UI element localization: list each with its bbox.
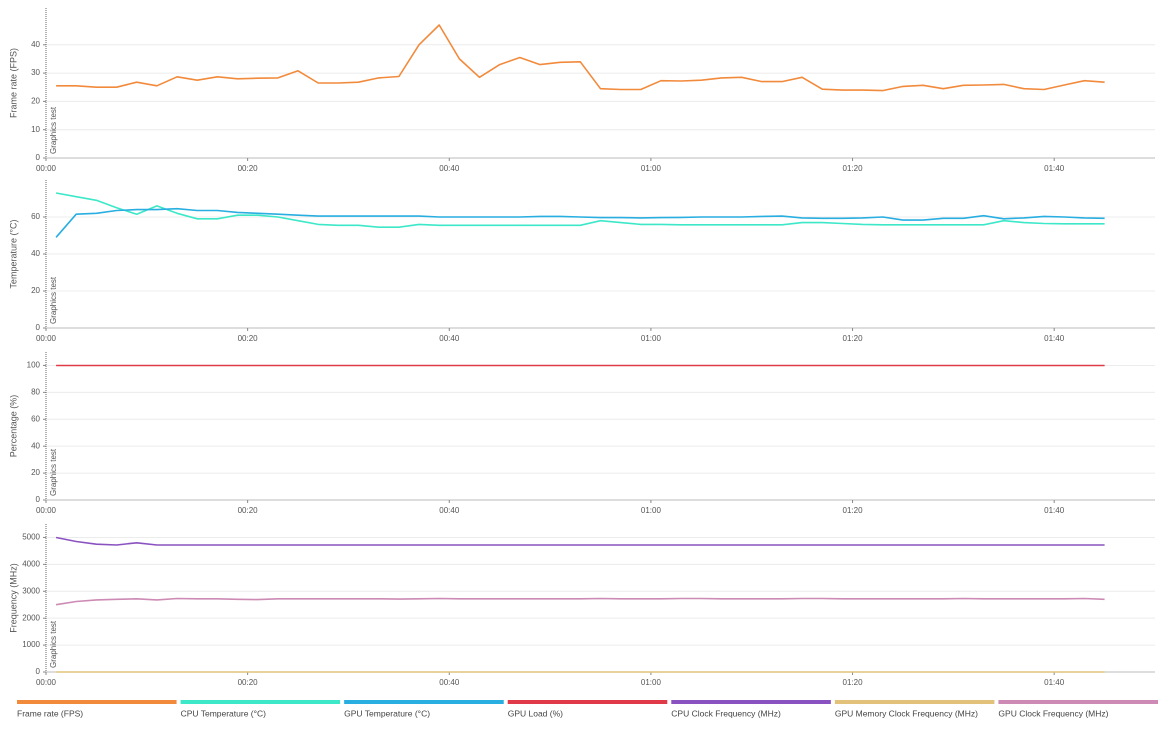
legend-item: GPU Clock Frequency (MHz) [998, 700, 1158, 718]
x-tick-label: 00:00 [36, 678, 57, 687]
x-tick-label: 00:20 [238, 506, 259, 515]
y-tick-label: 60 [31, 212, 40, 221]
x-tick-label: 00:40 [439, 678, 460, 687]
legend-label: CPU Temperature (°C) [181, 708, 267, 718]
legend-item: GPU Memory Clock Frequency (MHz) [834, 700, 995, 718]
y-tick-label: 10 [31, 125, 40, 134]
x-tick-label: 01:00 [641, 678, 662, 687]
legend-label: Frame rate (FPS) [17, 708, 83, 718]
panel: 0 1000 2000 3000 4000 5000 00:00 00:20 00:40 01:0… [8, 524, 1155, 687]
y-tick-label: 20 [31, 468, 40, 477]
y-tick-label: 3000 [22, 586, 40, 595]
x-tick-label: 01:40 [1044, 506, 1065, 515]
legend-swatch [834, 700, 995, 704]
y-tick-label: 100 [27, 361, 41, 370]
legend-item: GPU Load (%) [507, 700, 668, 718]
legend-label: GPU Temperature (°C) [344, 708, 430, 718]
x-tick-label: 01:40 [1044, 334, 1065, 343]
y-tick-label: 20 [31, 97, 40, 106]
x-tick-label: 01:20 [843, 678, 864, 687]
x-tick-label: 00:20 [238, 678, 259, 687]
legend-label: GPU Memory Clock Frequency (MHz) [835, 708, 978, 718]
x-tick-label: 01:00 [641, 164, 662, 173]
annotation: Graphics test [49, 106, 58, 154]
legend-item: CPU Temperature (°C) [180, 700, 341, 718]
y-tick-label: 0 [36, 667, 41, 676]
panel: 0 20 40 60 80 100 00:00 00:20 00:40 01:00 01:20 01:… [8, 352, 1155, 515]
legend-swatch [180, 700, 341, 704]
x-tick-label: 01:20 [843, 334, 864, 343]
legend-swatch [507, 700, 668, 704]
y-tick-label: 20 [31, 286, 40, 295]
x-tick-label: 00:40 [439, 334, 460, 343]
legend-swatch [998, 700, 1158, 704]
legend-label: GPU Clock Frequency (MHz) [998, 708, 1108, 718]
legend-label: CPU Clock Frequency (MHz) [671, 708, 781, 718]
series-line [55, 207, 1105, 238]
x-tick-label: 00:40 [439, 164, 460, 173]
panel: 0 10 20 30 40 00:00 00:20 00:40 01:00 01:20 01:40 F… [8, 8, 1155, 173]
legend-item: GPU Temperature (°C) [344, 700, 504, 718]
y-axis-label: Frequency (MHz) [8, 563, 18, 633]
x-tick-label: 01:20 [843, 164, 864, 173]
y-tick-label: 40 [31, 249, 40, 258]
x-tick-label: 00:00 [36, 164, 57, 173]
y-tick-label: 40 [31, 40, 40, 49]
legend-item: Frame rate (FPS) [17, 700, 177, 718]
x-tick-label: 01:00 [641, 334, 662, 343]
y-tick-label: 0 [36, 495, 41, 504]
series-line [55, 536, 1105, 546]
y-tick-label: 80 [31, 387, 40, 396]
y-tick-label: 0 [36, 153, 41, 162]
y-tick-label: 5000 [22, 533, 40, 542]
legend-swatch [671, 700, 831, 704]
y-tick-label: 2000 [22, 613, 40, 622]
legend-item: CPU Clock Frequency (MHz) [671, 700, 831, 718]
y-tick-label: 30 [31, 68, 40, 77]
annotation: Graphics test [49, 276, 58, 324]
series-line [55, 192, 1105, 228]
panel: 0 20 40 60 00:00 00:20 00:40 01:00 01:20 01:40 Tem… [8, 180, 1155, 343]
x-tick-label: 00:40 [439, 506, 460, 515]
y-tick-label: 0 [36, 323, 41, 332]
legend-swatch [17, 700, 177, 704]
y-tick-label: 60 [31, 414, 40, 423]
x-tick-label: 01:40 [1044, 164, 1065, 173]
x-tick-label: 00:20 [238, 334, 259, 343]
legend-label: GPU Load (%) [508, 708, 563, 718]
x-tick-label: 01:00 [641, 506, 662, 515]
x-tick-label: 00:00 [36, 506, 57, 515]
y-tick-label: 40 [31, 441, 40, 450]
y-axis-label: Frame rate (FPS) [8, 48, 18, 118]
y-tick-label: 4000 [22, 559, 40, 568]
legend-swatch [344, 700, 504, 704]
x-tick-label: 01:40 [1044, 678, 1065, 687]
y-tick-label: 1000 [22, 640, 40, 649]
annotation: Graphics test [49, 620, 58, 668]
series-line [55, 597, 1105, 606]
x-tick-label: 00:00 [36, 334, 57, 343]
y-axis-label: Temperature (°C) [8, 219, 18, 288]
series-line [56, 24, 1105, 92]
x-tick-label: 00:20 [238, 164, 259, 173]
y-axis-label: Percentage (%) [8, 395, 18, 458]
x-tick-label: 01:20 [843, 506, 864, 515]
annotation: Graphics test [49, 448, 58, 496]
